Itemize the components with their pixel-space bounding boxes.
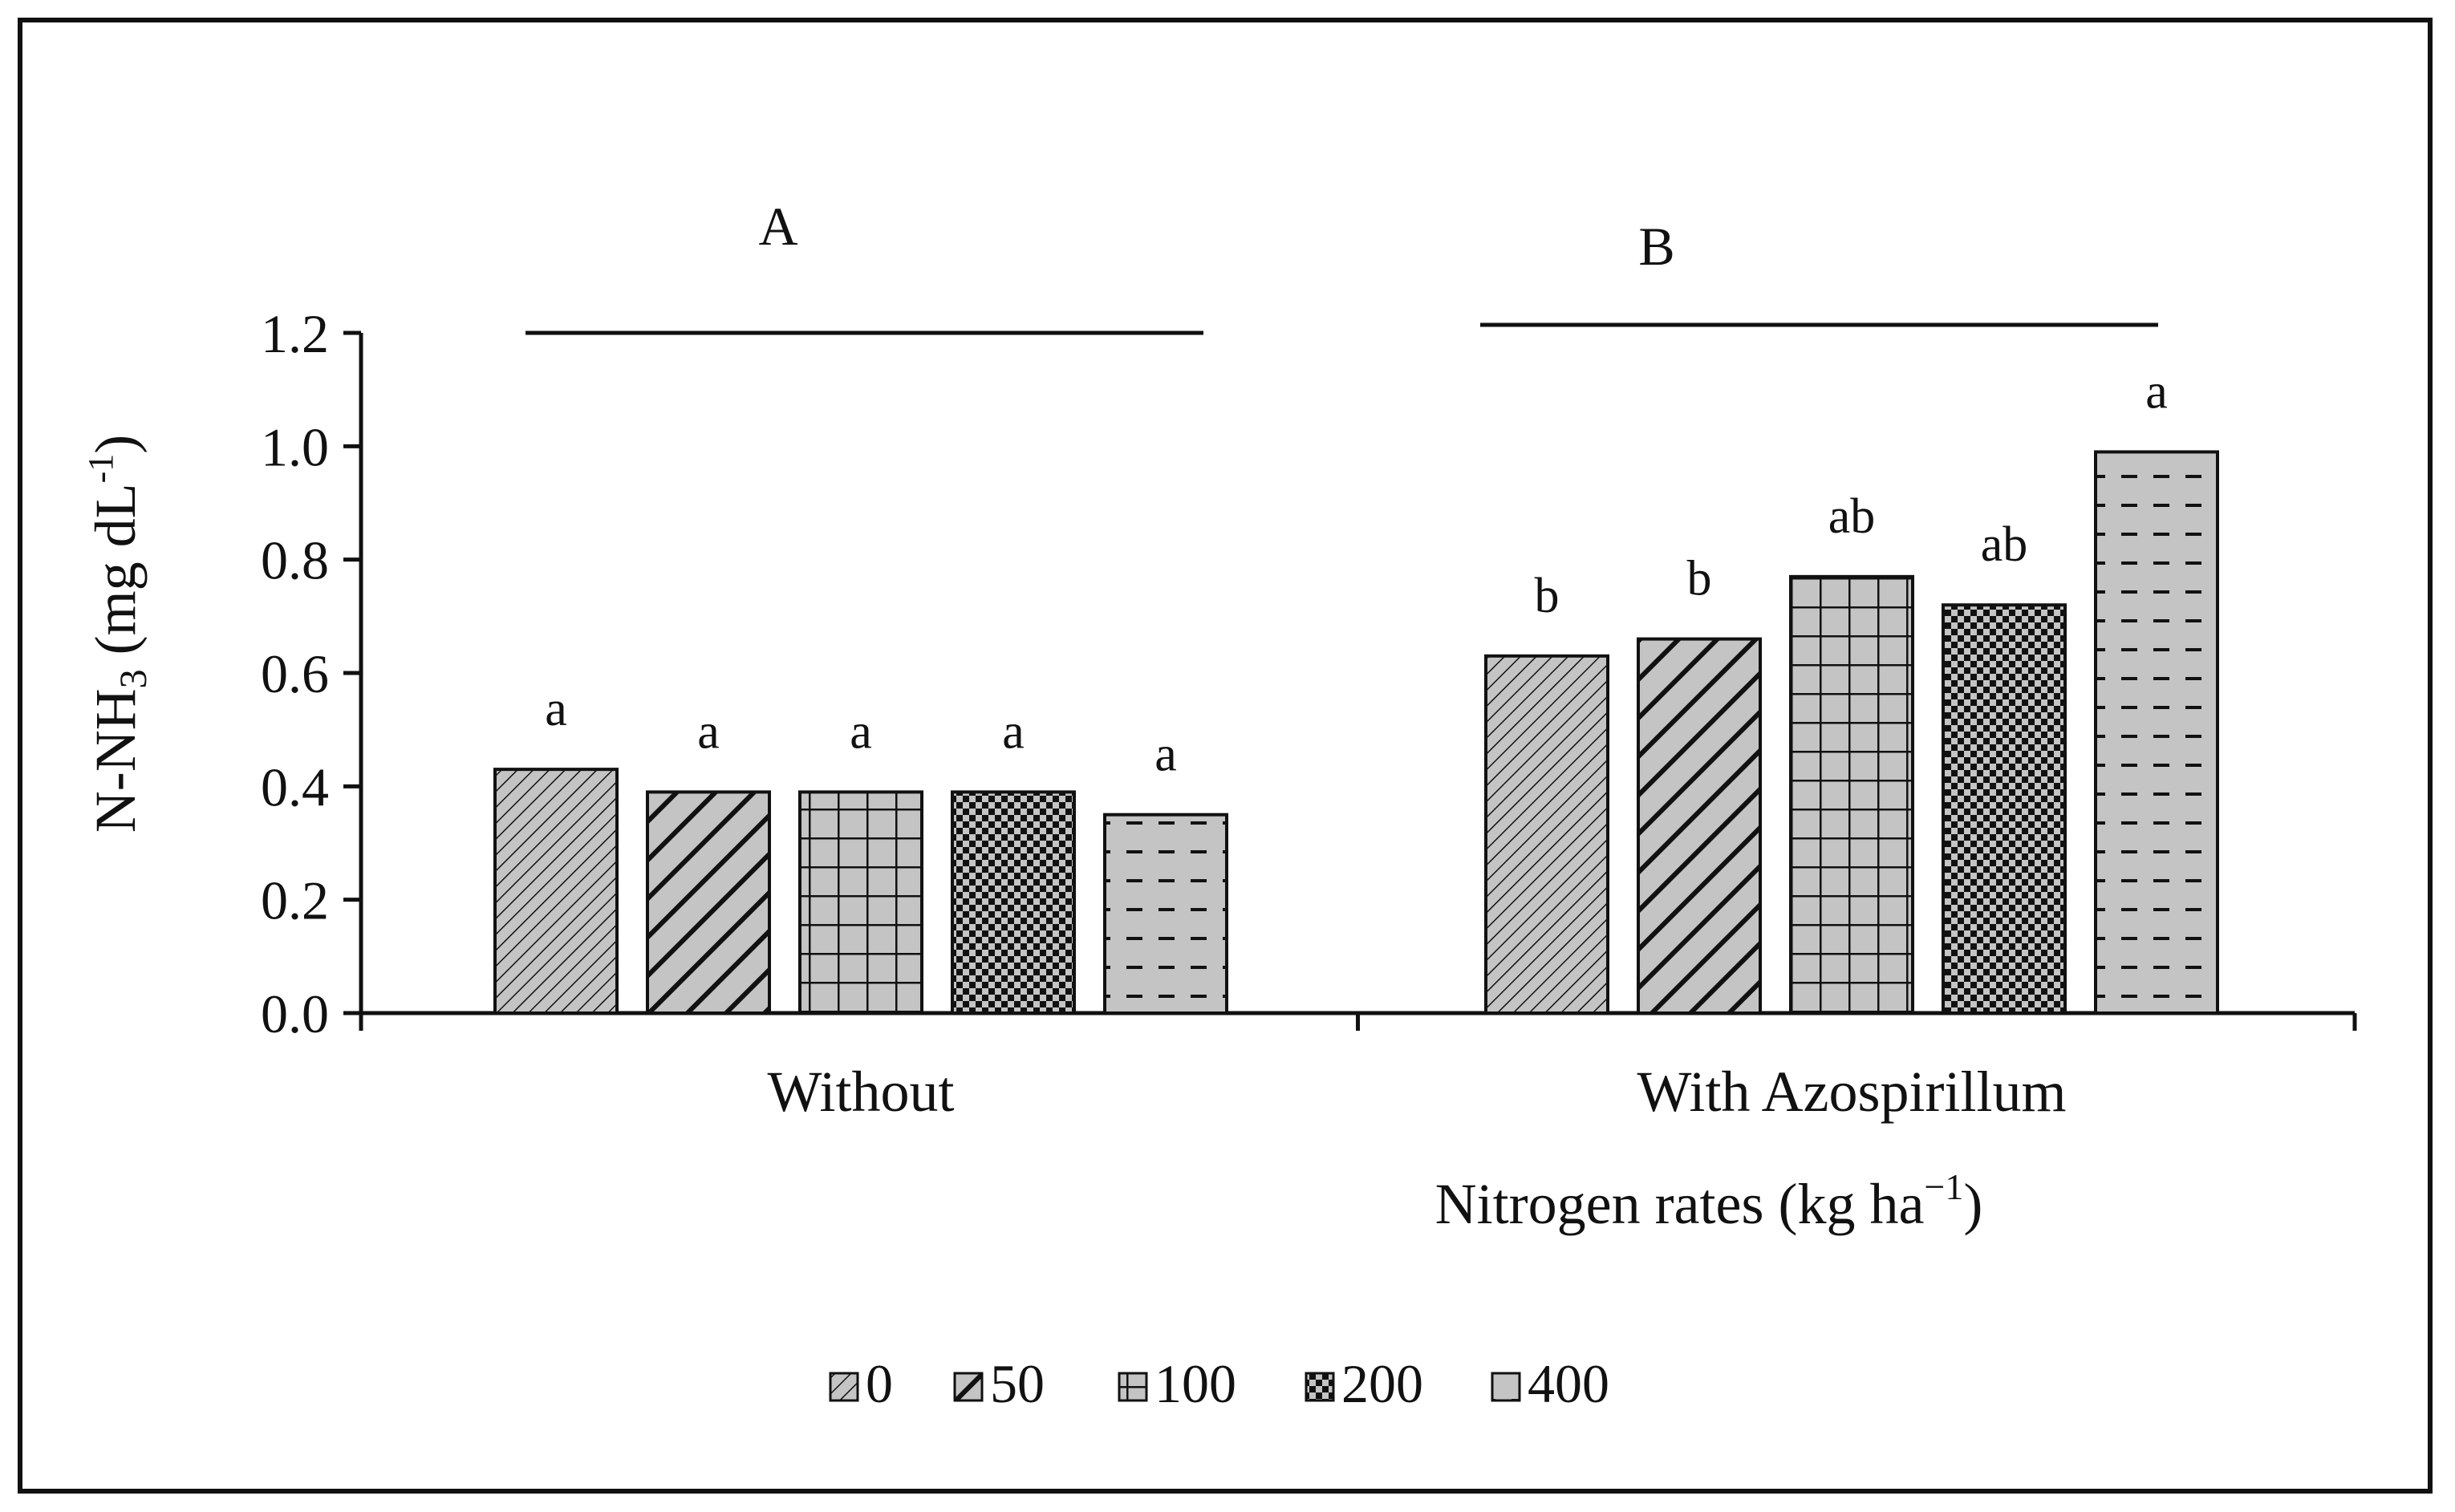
significance-letter: b — [1535, 569, 1560, 623]
bar — [493, 768, 619, 1015]
legend-label: 200 — [1341, 1353, 1423, 1414]
group-letter: A — [758, 196, 797, 257]
bar — [798, 790, 923, 1015]
legend-label: 50 — [990, 1353, 1045, 1414]
significance-letter: a — [1154, 728, 1177, 782]
y-tick-label: 0.0 — [261, 983, 329, 1044]
significance-letter: ab — [1981, 517, 2028, 572]
bars — [493, 450, 2219, 1015]
significance-letter: b — [1687, 552, 1712, 606]
bar — [646, 790, 771, 1015]
bar — [2094, 450, 2219, 1015]
legend-label: 400 — [1528, 1353, 1609, 1414]
category-labels: Without With Azospirillum — [767, 1060, 2066, 1124]
y-tick-label: 0.2 — [261, 870, 329, 931]
significance-letter: a — [545, 682, 567, 736]
bar — [1637, 637, 1762, 1015]
significance-letter: a — [1002, 704, 1025, 759]
legend: 0 50 100 200 400 — [829, 1353, 1609, 1414]
legend-swatch — [1305, 1372, 1335, 1402]
bar — [951, 790, 1076, 1015]
category-label: Without — [767, 1060, 954, 1124]
significance-letter: ab — [1828, 489, 1876, 544]
y-tick-label: 1.2 — [261, 303, 329, 364]
legend-label: 0 — [866, 1353, 893, 1414]
bar — [1103, 813, 1228, 1015]
bar — [1942, 603, 2067, 1015]
y-axis-title: N-NH3 (mg dL-1) — [81, 435, 155, 833]
legend-label: 100 — [1154, 1353, 1236, 1414]
y-tick-label: 0.8 — [261, 530, 329, 591]
significance-letter: a — [850, 704, 872, 759]
bar — [1789, 574, 1914, 1015]
category-label: With Azospirillum — [1637, 1060, 2066, 1124]
significance-letter: a — [2145, 364, 2168, 419]
group-letter: B — [1638, 216, 1674, 277]
legend-swatch — [1491, 1372, 1521, 1402]
y-tick-labels: 0.0 0.2 0.4 0.6 0.8 1.0 1.2 — [261, 303, 329, 1044]
bar — [1484, 654, 1609, 1015]
significance-letter: a — [697, 704, 720, 759]
y-tick-label: 0.6 — [261, 643, 329, 704]
legend-swatch — [953, 1372, 984, 1402]
y-tick-label: 1.0 — [261, 416, 329, 477]
x-axis-title: Nitrogen rates (kg ha−1) — [1435, 1166, 1983, 1236]
legend-swatch — [829, 1372, 859, 1402]
y-tick-label: 0.4 — [261, 756, 329, 817]
legend-swatch — [1118, 1372, 1148, 1402]
